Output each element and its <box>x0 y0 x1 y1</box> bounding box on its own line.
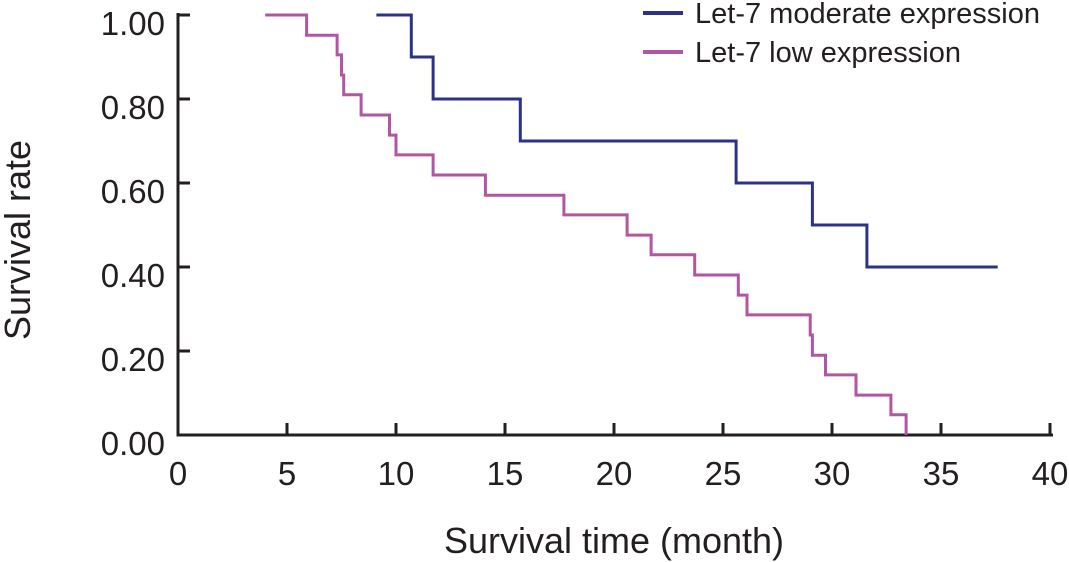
y-tick-label-1.00: 1.00 <box>101 5 165 42</box>
y-axis-tick-labels: 0.00 0.20 0.40 0.60 0.80 1.00 <box>101 5 165 462</box>
x-tick-label-30: 30 <box>814 455 851 492</box>
x-axis-title: Survival time (month) <box>444 520 784 561</box>
survival-curves <box>265 13 998 435</box>
curve-low-expression <box>265 13 908 435</box>
legend: Let-7 moderate expression Let-7 low expr… <box>643 0 1040 69</box>
legend-label-moderate-expression: Let-7 moderate expression <box>695 0 1040 30</box>
curve-moderate-expression <box>376 13 998 269</box>
y-axis-title: Survival rate <box>0 140 38 340</box>
x-tick-label-0: 0 <box>169 455 187 492</box>
y-axis-ticks <box>178 13 190 437</box>
legend-label-low-expression: Let-7 low expression <box>695 37 961 69</box>
x-tick-label-5: 5 <box>278 455 296 492</box>
axes <box>176 13 1053 437</box>
x-tick-label-40: 40 <box>1032 455 1069 492</box>
x-axis-ticks <box>176 423 1052 435</box>
y-tick-label-0.40: 0.40 <box>101 257 165 294</box>
x-tick-label-25: 25 <box>705 455 742 492</box>
y-tick-label-0.00: 0.00 <box>101 425 165 462</box>
x-tick-label-10: 10 <box>378 455 415 492</box>
y-tick-label-0.80: 0.80 <box>101 89 165 126</box>
x-tick-label-20: 20 <box>596 455 633 492</box>
y-tick-label-0.60: 0.60 <box>101 173 165 210</box>
x-tick-label-35: 35 <box>923 455 960 492</box>
x-tick-label-15: 15 <box>487 455 524 492</box>
y-tick-label-0.20: 0.20 <box>101 341 165 378</box>
x-axis-tick-labels: 0 5 10 15 20 25 30 35 40 <box>169 455 1069 492</box>
